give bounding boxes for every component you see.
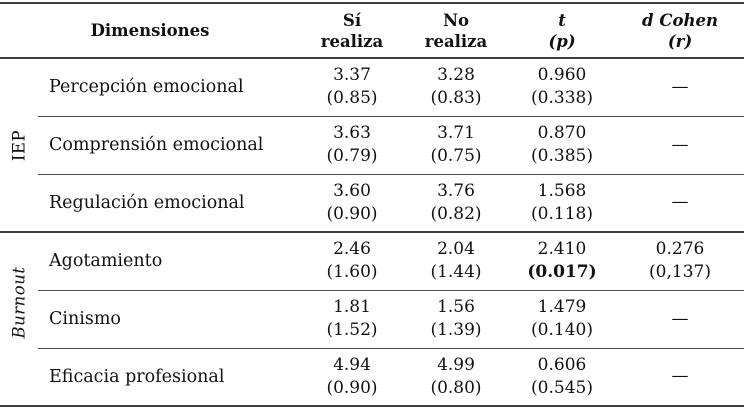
- mean-value: 2.46: [333, 239, 371, 260]
- header-si-realiza: Sí realiza: [300, 3, 405, 59]
- header-row: Dimensiones Sí realiza No realiza t (p) …: [0, 3, 744, 59]
- d-cohen-cell: —: [616, 173, 744, 232]
- p-value: (0.017): [527, 262, 597, 283]
- t-p-cell: 0.870 (0.385): [508, 115, 617, 174]
- dimension-label: Regulación emocional: [38, 173, 301, 232]
- p-value: (0.545): [531, 377, 593, 398]
- sd-value: (0.82): [430, 203, 482, 224]
- t-p-cell: 1.479 (0.140): [508, 289, 617, 348]
- group-label-iep: IEP: [9, 129, 29, 161]
- header-d-line1: d Cohen: [642, 10, 718, 30]
- sd-value: (1.44): [430, 262, 482, 283]
- si-realiza-cell: 3.63 (0.79): [300, 115, 405, 174]
- table-row-eficacia: Eficacia profesional 4.94 (0.90) 4.99 (0…: [0, 347, 744, 406]
- header-dimensiones: Dimensiones: [0, 3, 301, 59]
- no-realiza-cell: 3.28 (0.83): [404, 58, 508, 116]
- mean-value: 1.81: [333, 297, 371, 317]
- table-row-percepcion: IEP Percepción emocional 3.37 (0.85) 3.2…: [0, 58, 744, 160]
- dimension-label: Cinismo: [38, 289, 301, 348]
- t-p-cell: 0.960 (0.338): [508, 58, 616, 116]
- dimension-label: Comprensión emocional: [38, 115, 301, 174]
- sd-value: (1.39): [430, 320, 482, 340]
- r-value: (0,137): [649, 262, 711, 283]
- si-realiza-cell: 3.60 (0.90): [300, 173, 405, 232]
- mean-value: 4.94: [333, 354, 371, 375]
- si-realiza-cell: 4.94 (0.90): [300, 347, 405, 406]
- group-cell-burnout: Burnout: [0, 231, 38, 406]
- mean-value: 3.63: [333, 123, 371, 143]
- no-realiza-cell: 1.56 (1.39): [404, 289, 509, 348]
- group-label-burnout: Burnout: [9, 266, 29, 338]
- dimension-label: Eficacia profesional: [38, 347, 301, 406]
- t-value: 0.606: [537, 354, 587, 375]
- d-cohen-cell: —: [616, 58, 744, 116]
- no-realiza-cell: 4.99 (0.80): [404, 347, 509, 406]
- d-value: —: [671, 308, 689, 329]
- mean-value: 3.37: [333, 65, 371, 86]
- table-row-agotamiento: Burnout Agotamiento 2.46 (1.60) 2.04 (1.…: [0, 231, 744, 406]
- mean-value: 2.04: [437, 239, 475, 260]
- p-value: (0.140): [531, 320, 593, 340]
- t-value: 0.960: [537, 65, 587, 86]
- header-si-line1: Sí: [342, 10, 362, 30]
- d-value: —: [671, 134, 689, 155]
- si-realiza-cell: 2.46 (1.60): [300, 231, 405, 290]
- mean-value: 3.76: [437, 180, 475, 201]
- header-t-line2: (p): [548, 31, 576, 51]
- header-d-line2: (r): [667, 31, 693, 51]
- mean-value: 3.28: [437, 65, 475, 86]
- statistics-table: Dimensiones Sí realiza No realiza t (p) …: [0, 2, 744, 407]
- statistics-table-container: Dimensiones Sí realiza No realiza t (p) …: [0, 2, 744, 407]
- header-d-cohen: d Cohen (r): [616, 3, 744, 59]
- table-row-cinismo: Cinismo 1.81 (1.52) 1.56 (1.39) 1.479 (0…: [0, 289, 744, 348]
- p-value: (0.118): [531, 203, 593, 224]
- mean-value: 1.56: [437, 297, 475, 317]
- d-cohen-cell: —: [616, 289, 744, 348]
- d-value: —: [671, 76, 689, 97]
- header-t-line1: t: [558, 10, 566, 30]
- table-row-comprension: Comprensión emocional 3.63 (0.79) 3.71 (…: [0, 115, 744, 174]
- mean-value: 3.60: [333, 180, 371, 201]
- d-value: —: [671, 192, 689, 213]
- sd-value: (1.52): [326, 320, 378, 340]
- d-cohen-cell: 0.276 (0,137): [616, 231, 744, 290]
- t-p-cell: 1.568 (0.118): [508, 173, 617, 232]
- sd-value: (0.79): [326, 146, 378, 166]
- no-realiza-cell: 3.76 (0.82): [404, 173, 509, 232]
- sd-value: (0.90): [326, 203, 378, 224]
- mean-value: 4.99: [437, 354, 475, 375]
- d-value: —: [671, 366, 689, 387]
- header-si-line2: realiza: [320, 31, 384, 51]
- d-cohen-cell: —: [616, 115, 744, 174]
- header-no-line2: realiza: [424, 31, 488, 51]
- t-value: 1.479: [537, 297, 587, 317]
- table-row-regulacion: Regulación emocional 3.60 (0.90) 3.76 (0…: [0, 173, 744, 232]
- t-p-cell: 2.410 (0.017): [508, 231, 617, 290]
- no-realiza-cell: 2.04 (1.44): [404, 231, 509, 290]
- t-p-cell: 0.606 (0.545): [508, 347, 617, 406]
- t-value: 1.568: [537, 180, 587, 201]
- si-realiza-cell: 1.81 (1.52): [300, 289, 405, 348]
- sd-value: (1.60): [326, 262, 378, 283]
- t-value: 2.410: [537, 239, 587, 260]
- p-value: (0.385): [531, 146, 593, 166]
- sd-value: (0.85): [326, 88, 378, 109]
- header-no-realiza: No realiza: [404, 3, 509, 59]
- sd-value: (0.83): [430, 88, 482, 109]
- d-cohen-cell: —: [616, 347, 744, 406]
- sd-value: (0.80): [430, 377, 482, 398]
- d-value: 0.276: [655, 239, 705, 260]
- p-value: (0.338): [531, 88, 593, 109]
- dimension-label: Percepción emocional: [49, 77, 244, 98]
- group-cell-iep: IEP: [0, 58, 38, 232]
- header-no-line1: No: [442, 10, 470, 30]
- header-t-p: t (p): [508, 3, 617, 59]
- no-realiza-cell: 3.71 (0.75): [404, 115, 509, 174]
- sd-value: (0.90): [326, 377, 378, 398]
- mean-value: 3.71: [437, 123, 475, 143]
- t-value: 0.870: [537, 123, 587, 143]
- si-realiza-cell: 3.37 (0.85): [300, 58, 404, 116]
- sd-value: (0.75): [430, 146, 482, 166]
- dimension-label: Agotamiento: [38, 231, 301, 290]
